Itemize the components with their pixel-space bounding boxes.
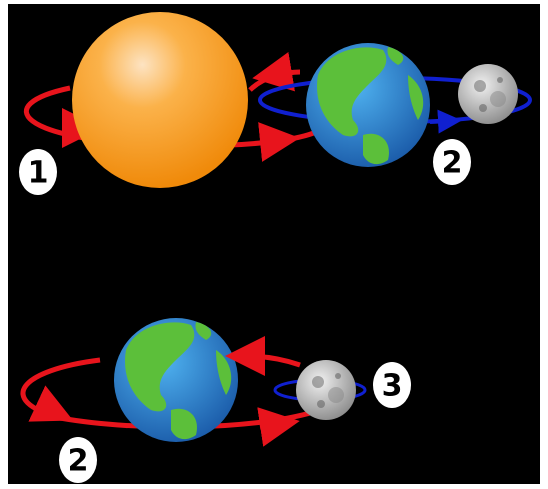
- orbit-arrow: [260, 140, 280, 142]
- earth: [114, 318, 238, 442]
- orbit-arrow: [272, 72, 290, 75]
- orbit-arrow: [430, 121, 450, 122]
- moon: [296, 360, 356, 420]
- label: 2: [68, 444, 89, 479]
- label: 2: [442, 146, 463, 181]
- moon: [458, 64, 518, 124]
- orbit-arrow: [260, 424, 280, 427]
- earth: [306, 43, 430, 167]
- orbit-diagram: 1 2 3 2: [0, 0, 548, 489]
- sun: [72, 12, 248, 188]
- label: 1: [28, 156, 49, 191]
- label: 3: [382, 369, 403, 404]
